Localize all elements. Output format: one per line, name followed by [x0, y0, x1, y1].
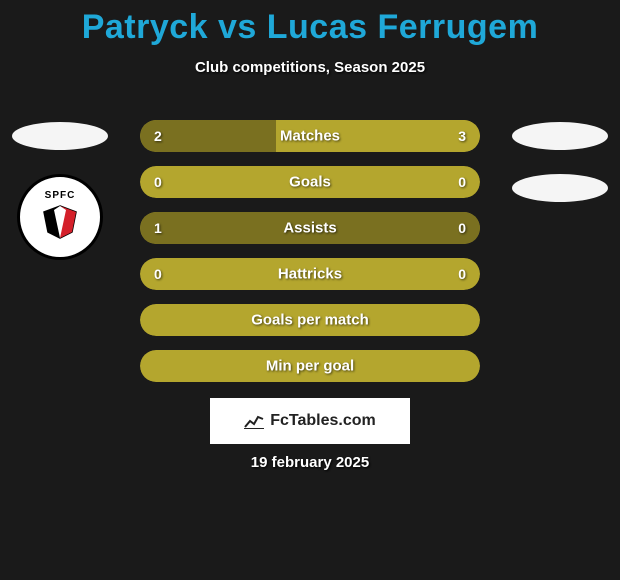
- watermark-text: FcTables.com: [270, 412, 376, 430]
- page-title: Patryck vs Lucas Ferrugem: [0, 0, 620, 47]
- stat-label: Hattricks: [140, 266, 480, 283]
- chart-icon: [244, 413, 264, 429]
- left-club-abbr: SPFC: [30, 190, 90, 201]
- stat-label: Assists: [140, 220, 480, 237]
- left-badges: SPFC: [12, 122, 108, 260]
- stat-bars: Matches23Goals00Assists10Hattricks00Goal…: [140, 120, 480, 382]
- stat-label: Min per goal: [140, 358, 480, 375]
- watermark: FcTables.com: [210, 398, 410, 444]
- player-right-oval: [512, 122, 608, 150]
- stat-label: Goals: [140, 174, 480, 191]
- stat-bar: Assists1 0: [140, 212, 480, 244]
- stat-label: Goals per match: [140, 312, 480, 329]
- stat-right-value: 0: [458, 266, 466, 282]
- stat-right-value: 3: [458, 128, 466, 144]
- stat-bar: Goals0 0: [140, 166, 480, 198]
- stat-bar: Min per goal: [140, 350, 480, 382]
- stat-right-value: 0: [458, 174, 466, 190]
- stat-bar: Goals per match: [140, 304, 480, 336]
- player-left-oval: [12, 122, 108, 150]
- date: 19 february 2025: [0, 454, 620, 471]
- right-badges: [512, 122, 608, 202]
- stat-right-value: 0: [458, 220, 466, 236]
- stat-left-value: 1: [154, 220, 162, 236]
- stat-bar: Matches2 3: [140, 120, 480, 152]
- stat-bar: Hattricks0 0: [140, 258, 480, 290]
- shield-icon: [42, 204, 78, 240]
- stat-left-value: 2: [154, 128, 162, 144]
- subtitle: Club competitions, Season 2025: [0, 59, 620, 76]
- stat-left-value: 0: [154, 266, 162, 282]
- stat-left-value: 0: [154, 174, 162, 190]
- stat-label: Matches: [140, 128, 480, 145]
- right-club-oval: [512, 174, 608, 202]
- left-club-logo: SPFC: [17, 174, 103, 260]
